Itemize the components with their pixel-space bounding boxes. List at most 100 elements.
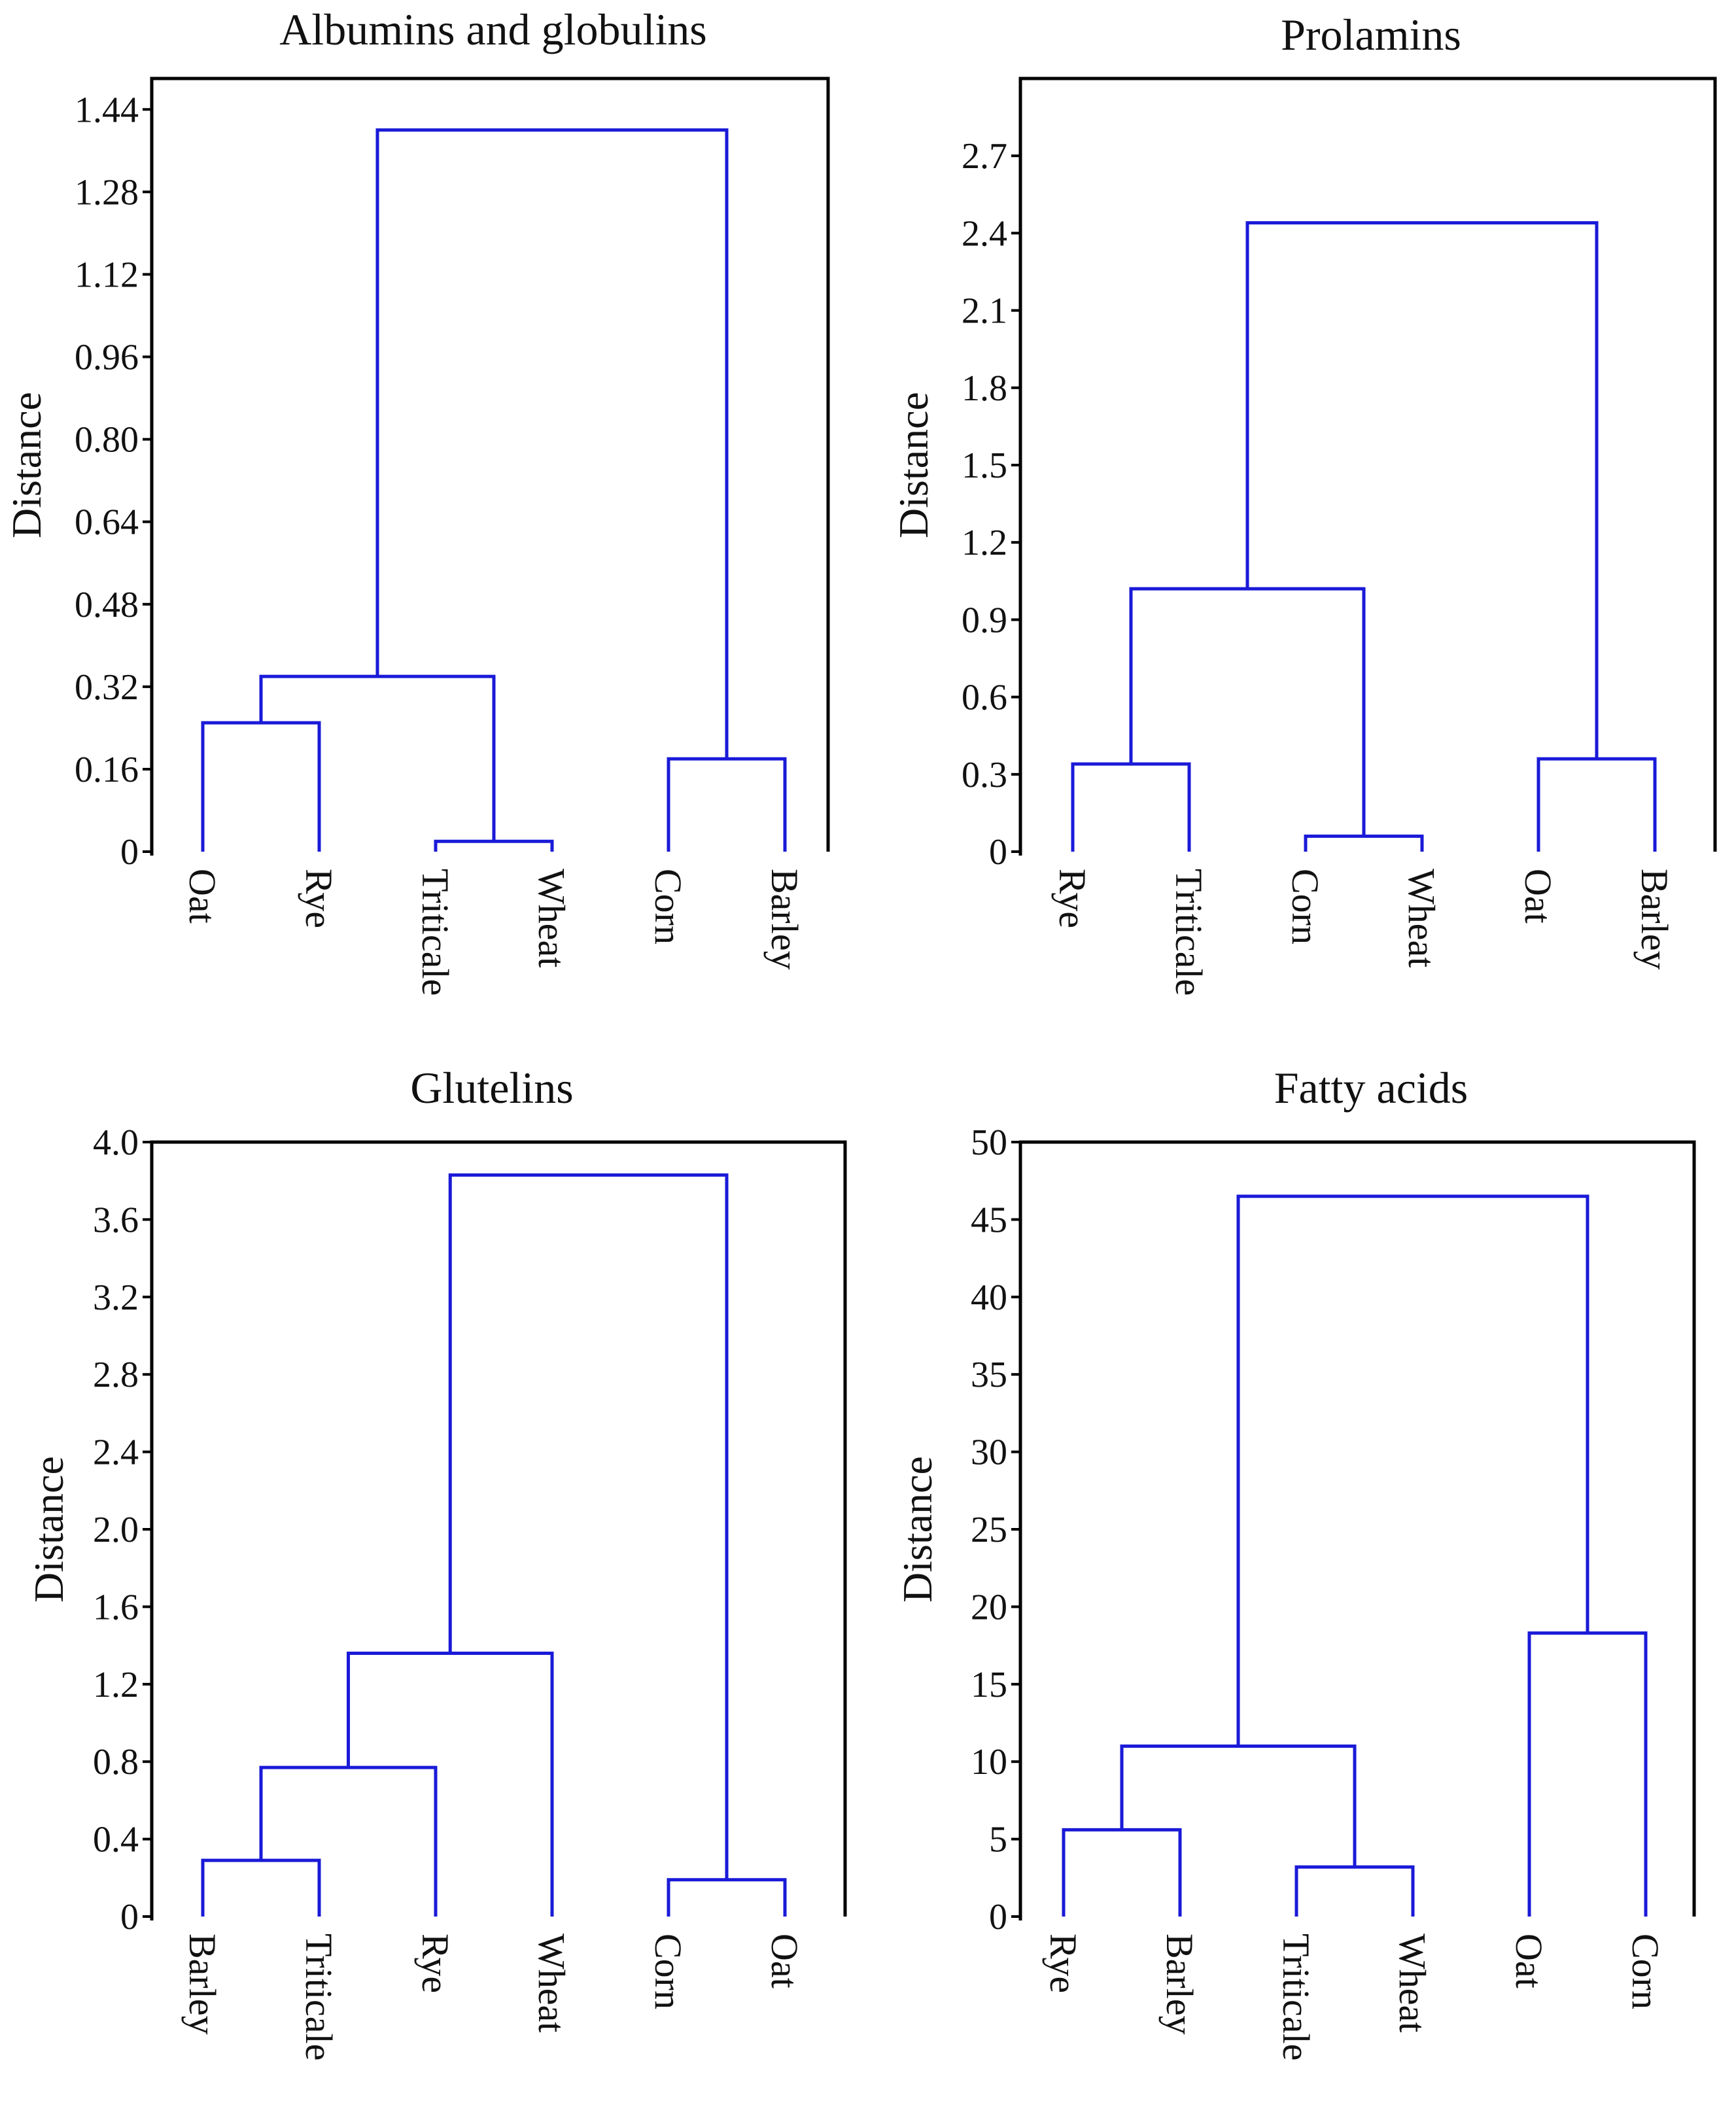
merge-link: [1062, 1828, 1182, 1917]
y-axis-label: Distance: [3, 392, 50, 538]
leaf-label: Triticale: [298, 1934, 340, 2060]
plot-frame: [1018, 77, 1717, 856]
y-tick-label: 4.0: [93, 1122, 139, 1163]
y-tick-label: 0.3: [962, 755, 1007, 795]
leaf-label: Rye: [1051, 869, 1094, 928]
leaf-label: Barley: [1633, 869, 1676, 970]
plot-frame: [150, 77, 830, 856]
leaf-label: Wheat: [1391, 1934, 1434, 2032]
y-tick-label: 0.16: [75, 750, 139, 790]
y-tick-label: 2.1: [962, 291, 1007, 332]
y-tick-label: 1.8: [962, 368, 1007, 409]
merge-link: [1294, 1865, 1415, 1917]
merge-link: [347, 1651, 554, 1917]
leaf-label: Triticale: [414, 869, 457, 996]
leaf-label: Rye: [298, 869, 340, 928]
leaf-label: Corn: [1284, 869, 1327, 945]
y-tick-label: 0.8: [93, 1742, 139, 1782]
leaf-label: Oat: [1517, 869, 1559, 924]
y-tick-label: 0: [120, 1897, 139, 1937]
merge-link: [259, 674, 496, 842]
merge-link: [434, 839, 554, 852]
y-tick-label: 35: [971, 1355, 1007, 1395]
y-tick-label: 0.32: [75, 667, 139, 708]
y-axis-label: Distance: [894, 1456, 941, 1603]
y-tick-label: 2.4: [962, 213, 1007, 254]
y-tick-label: 25: [971, 1510, 1007, 1550]
y-tick-label: 0: [989, 832, 1007, 873]
y-tick-label: 2.7: [962, 136, 1007, 177]
y-tick-label: 5: [989, 1820, 1007, 1860]
y-tick-label: 0.6: [962, 678, 1007, 718]
y-tick-label: 20: [971, 1587, 1007, 1627]
y-tick-label: 0.48: [75, 585, 139, 625]
leaf-label: Rye: [1042, 1934, 1085, 1993]
merge-link: [1304, 834, 1424, 852]
leaf-label: Barley: [181, 1934, 224, 2035]
y-tick-label: 1.28: [75, 172, 139, 213]
panel-title: Prolamins: [1281, 10, 1461, 60]
y-tick-label: 2.4: [93, 1432, 139, 1473]
y-tick-label: 3.6: [93, 1200, 139, 1240]
y-tick-label: 0.96: [75, 338, 139, 378]
y-tick-label: 50: [971, 1122, 1007, 1163]
y-tick-label: 1.2: [93, 1665, 139, 1705]
y-tick-label: 0.4: [93, 1820, 139, 1860]
y-axis-label: Distance: [26, 1456, 72, 1603]
y-tick-label: 0.80: [75, 420, 139, 460]
leaf-label: Corn: [1624, 1934, 1667, 2009]
y-tick-label: 40: [971, 1277, 1007, 1318]
y-tick-label: 0.64: [75, 502, 139, 543]
merge-link: [1245, 221, 1599, 759]
leaf-label: Triticale: [1168, 869, 1210, 996]
merge-link: [1129, 587, 1366, 837]
merge-link: [1527, 1631, 1648, 1917]
y-tick-label: 45: [971, 1200, 1007, 1240]
leaf-label: Oat: [181, 869, 224, 924]
leaf-label: Wheat: [530, 869, 573, 967]
panel-title: Glutelins: [410, 1063, 573, 1113]
y-tick-label: 1.5: [962, 445, 1007, 486]
merge-link: [201, 1858, 321, 1917]
merge-link: [375, 128, 729, 759]
leaf-label: Oat: [1508, 1934, 1550, 1988]
leaf-label: Barley: [763, 869, 806, 970]
y-tick-label: 2.0: [93, 1510, 139, 1550]
leaf-label: Wheat: [530, 1934, 573, 2032]
y-tick-label: 0: [989, 1897, 1007, 1937]
y-tick-label: 10: [971, 1742, 1007, 1782]
y-tick-label: 0.9: [962, 600, 1007, 640]
y-axis-label: Distance: [890, 392, 937, 538]
merge-link: [1071, 762, 1191, 852]
merge-link: [667, 1878, 787, 1917]
leaf-label: Wheat: [1400, 869, 1443, 967]
merge-link: [201, 721, 321, 852]
panel-title: Fatty acids: [1274, 1063, 1468, 1113]
merge-link: [1120, 1745, 1357, 1867]
leaf-label: Rye: [414, 1934, 457, 1993]
merge-link: [1536, 757, 1657, 852]
dendrogram-panel-fatty-acids: Fatty acids 0 5 10 15 20 25 30 35 40 45 50 Distance R…: [894, 1063, 1696, 2060]
dendrogram-panel-albumins-globulins: Albumins and globulins 0 0.16 0.32 0.48 0.64 0…: [3, 5, 830, 996]
dendrogram-panel-prolamins: Prolamins 0 0.3 0.6 0.9 1.2 1.5 1.8 2.1 2.4 2.7 Dis…: [890, 10, 1717, 996]
y-tick-label: 1.6: [93, 1587, 139, 1627]
leaf-label: Corn: [647, 869, 689, 945]
leaf-label: Oat: [763, 1934, 806, 1988]
y-tick-label: 1.2: [962, 523, 1007, 563]
merge-link: [1236, 1194, 1589, 1746]
plot-frame: [1018, 1140, 1696, 1920]
y-tick-label: 3.2: [93, 1277, 139, 1318]
y-tick-label: 30: [971, 1432, 1007, 1473]
leaf-label: Corn: [647, 1934, 689, 2009]
y-tick-label: 0: [120, 832, 139, 873]
plot-frame: [150, 1140, 847, 1920]
merge-link: [448, 1173, 729, 1880]
y-tick-label: 15: [971, 1665, 1007, 1705]
y-tick-label: 1.44: [75, 90, 139, 130]
y-tick-label: 2.8: [93, 1355, 139, 1395]
panel-title: Albumins and globulins: [279, 5, 707, 54]
leaf-label: Barley: [1158, 1934, 1201, 2035]
leaf-label: Triticale: [1275, 1934, 1317, 2060]
merge-link: [667, 757, 787, 852]
